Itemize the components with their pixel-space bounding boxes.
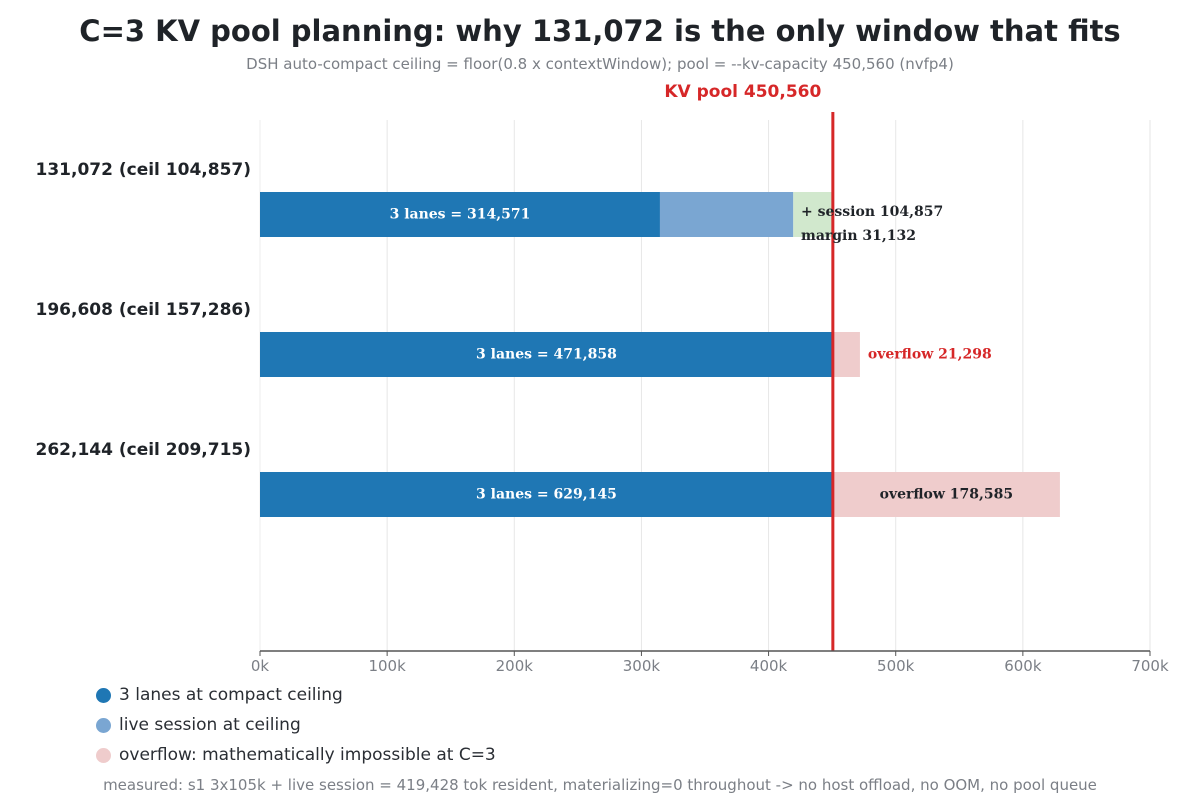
chart-subtitle: DSH auto-compact ceiling = floor(0.8 x c… [246,55,954,73]
category-label: 196,608 (ceil 157,286) [36,300,252,320]
legend-label-session: live session at ceiling [119,715,301,735]
segment-label: 3 lanes = 471,858 [476,347,617,363]
bar-segment [659,192,794,237]
segment-label: overflow 21,298 [868,347,992,363]
chart-footer-note: measured: s1 3x105k + live session = 419… [103,776,1097,794]
legend-item-session: live session at ceiling [96,710,496,740]
x-tick-label: 600k [1004,657,1042,675]
x-tick-label: 100k [368,657,406,675]
x-tick-label: 700k [1131,657,1169,675]
bar-segment [260,472,833,517]
legend-swatch-lanes [96,687,111,703]
bar-segment [260,332,833,377]
segment-label: 3 lanes = 629,145 [476,487,617,503]
segment-label: overflow 178,585 [880,487,1014,503]
category-label: 262,144 (ceil 209,715) [36,440,252,460]
segment-label: margin 31,132 [801,228,916,244]
bar-segment [793,192,833,237]
segment-label: 3 lanes = 314,571 [390,207,531,223]
chart-legend: 3 lanes at compact ceiling live session … [96,680,496,770]
bar-segment [832,332,860,377]
x-tick-label: 300k [623,657,661,675]
chart-title: C=3 KV pool planning: why 131,072 is the… [79,14,1121,48]
legend-item-lanes: 3 lanes at compact ceiling [96,680,496,710]
bar-segment [832,472,1060,517]
x-tick-label: 400k [750,657,788,675]
legend-label-lanes: 3 lanes at compact ceiling [119,685,343,705]
legend-item-overflow: overflow: mathematically impossible at C… [96,740,496,770]
kv-pool-label: KV pool 450,560 [664,82,821,102]
category-label: 131,072 (ceil 104,857) [36,160,252,180]
x-tick-label: 500k [877,657,915,675]
segment-label: + session 104,857 [801,204,943,220]
legend-swatch-overflow [96,747,111,763]
bar-segment [260,192,660,237]
x-tick-label: 200k [496,657,534,675]
legend-label-overflow: overflow: mathematically impossible at C… [119,745,496,765]
x-tick-label: 0k [251,657,270,675]
legend-swatch-session [96,717,111,733]
